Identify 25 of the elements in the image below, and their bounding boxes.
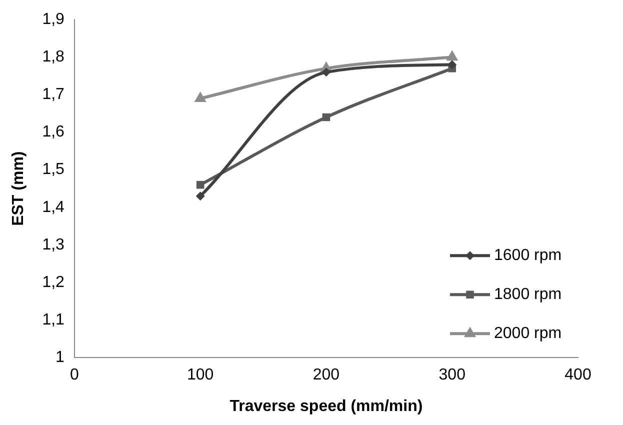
legend-label: 1800 rpm — [494, 286, 562, 304]
y-tick-label: 1,4 — [42, 198, 65, 216]
y-tick-label: 1,3 — [42, 236, 65, 254]
y-tick-label: 1,8 — [42, 48, 65, 66]
y-tick-label: 1,5 — [42, 161, 65, 178]
y-tick-label: 1,9 — [42, 11, 65, 28]
legend-label: 2000 rpm — [494, 325, 562, 342]
x-tick-label: 0 — [70, 366, 79, 384]
x-tick-label: 300 — [438, 366, 466, 384]
point — [322, 68, 331, 77]
y-tick-label: 1,6 — [42, 124, 65, 141]
y-tick-label: 1,2 — [42, 274, 65, 291]
y-tick-label: 1,7 — [42, 86, 65, 104]
point — [322, 113, 330, 122]
point — [448, 60, 457, 70]
x-tick-label: 200 — [312, 366, 340, 384]
y-tick-label: 1,1 — [42, 311, 65, 328]
point — [196, 180, 204, 189]
x-tick-label: 100 — [186, 366, 214, 384]
point — [196, 192, 205, 201]
x-tick-label: 400 — [564, 366, 592, 384]
y-tick-label: 1 — [56, 349, 65, 366]
y-axis-title: EST (mm) — [10, 151, 28, 226]
legend-label: 1600 rpm — [494, 247, 562, 264]
x-axis-title: Traverse speed (mm/min) — [230, 398, 423, 415]
